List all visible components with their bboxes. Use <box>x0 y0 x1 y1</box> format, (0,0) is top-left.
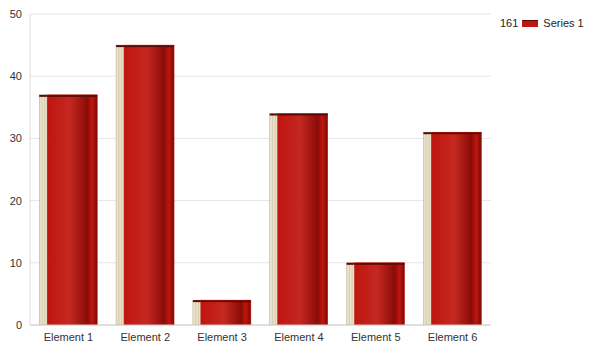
svg-text:10: 10 <box>10 257 22 269</box>
svg-text:50: 50 <box>10 8 22 20</box>
html-text:Series 1: Series 1 <box>543 17 584 29</box>
svg-text:30: 30 <box>10 132 22 144</box>
svg-text:Element 4: Element 4 <box>274 331 324 343</box>
svg-text:Element 5: Element 5 <box>351 331 401 343</box>
svg-text:Element 2: Element 2 <box>120 331 170 343</box>
svg-text:20: 20 <box>10 195 22 207</box>
svg-text:Element 6: Element 6 <box>428 331 478 343</box>
svg-text:40: 40 <box>10 70 22 82</box>
svg-text:0: 0 <box>16 319 22 331</box>
html-text:161: 161 <box>500 17 519 29</box>
svg-text:Element 3: Element 3 <box>197 331 247 343</box>
svg-text:Element 1: Element 1 <box>44 331 94 343</box>
